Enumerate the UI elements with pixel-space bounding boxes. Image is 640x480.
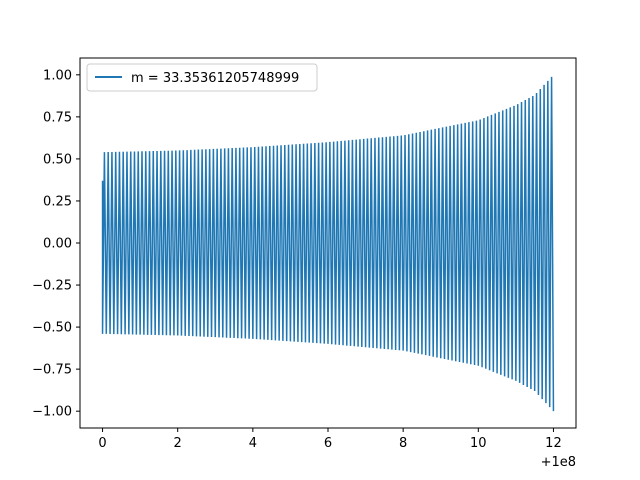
y-tick-label: 0.25: [43, 194, 72, 209]
x-axis: 0 2 4 6 8 10 12: [98, 428, 562, 451]
x-tick-label: 8: [399, 436, 407, 451]
legend-box: [86, 63, 318, 92]
y-axis: −1.00 −0.75 −0.50 −0.25 0.00 0.25 0.50 0.75 1.00: [32, 68, 80, 420]
series-line: [101, 76, 555, 412]
legend-entry-label: m = 33.35361205748999: [131, 71, 299, 86]
x-tick-label: 4: [249, 436, 257, 451]
legend: m = 33.35361205748999: [86, 63, 318, 92]
x-offset-label: +1e8: [541, 455, 576, 470]
x-tick-label: 12: [545, 436, 562, 451]
x-tick-label: 10: [470, 436, 487, 451]
y-tick-label: −0.50: [32, 321, 72, 336]
y-tick-label: 0.00: [43, 237, 72, 252]
series-layer: [101, 76, 555, 412]
y-tick-label: 0.75: [43, 110, 72, 125]
y-tick-label: 0.50: [43, 152, 72, 167]
y-tick-label: −1.00: [32, 405, 72, 420]
y-tick-label: 1.00: [43, 68, 72, 83]
x-tick-label: 0: [98, 436, 106, 451]
y-tick-label: −0.75: [32, 363, 72, 378]
x-tick-label: 6: [324, 436, 332, 451]
x-tick-label: 2: [174, 436, 182, 451]
y-tick-label: −0.25: [32, 279, 72, 294]
